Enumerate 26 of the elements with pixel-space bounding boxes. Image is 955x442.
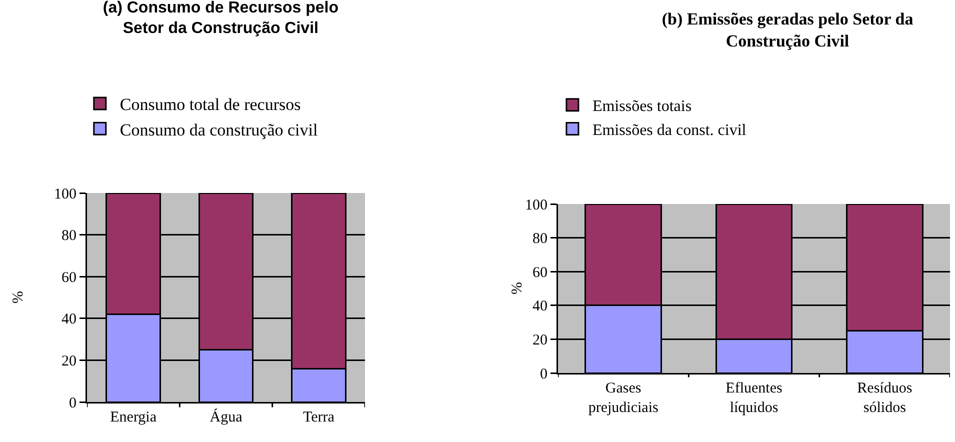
y-tick-label: 20	[532, 332, 548, 348]
legend-label: Consumo da construção civil	[120, 120, 318, 140]
y-tick-label: 40	[62, 312, 76, 328]
chart-title: (a) Consumo de Recursos pelo Setor da Construção Civil	[102, 0, 339, 38]
y-tick-label: 20	[62, 353, 76, 370]
legend-label: Emissões totais	[592, 98, 692, 116]
y-tick-label: 0	[540, 366, 548, 382]
legend-label: Emissões da const. civil	[592, 122, 747, 139]
chart-title: (b) Emissões geradas pelo Setor da Construção Civil	[662, 9, 914, 50]
y-tick-label: 60	[62, 270, 76, 286]
x-tick-label: Energia	[110, 410, 157, 426]
x-tick-label: Efluentes líquidos	[726, 380, 782, 416]
y-tick-label: 100	[54, 186, 76, 202]
y-tick-label: 40	[532, 298, 548, 315]
y-tick-label: 60	[532, 264, 548, 281]
x-tick-label: Resíduos sólidos	[857, 380, 912, 416]
y-tick-label: 100	[525, 197, 548, 214]
y-axis-title: %	[10, 291, 26, 304]
x-tick-label: Terra	[302, 410, 335, 426]
y-axis-title: %	[510, 282, 526, 294]
x-tick-label: Água	[210, 408, 243, 426]
legend-label: Consumo total de recursos	[120, 95, 301, 114]
x-tick-label: Gases prejudiciais	[588, 380, 658, 416]
y-tick-label: 80	[532, 231, 548, 248]
y-tick-label: 0	[69, 395, 76, 412]
y-tick-label: 80	[62, 228, 76, 244]
